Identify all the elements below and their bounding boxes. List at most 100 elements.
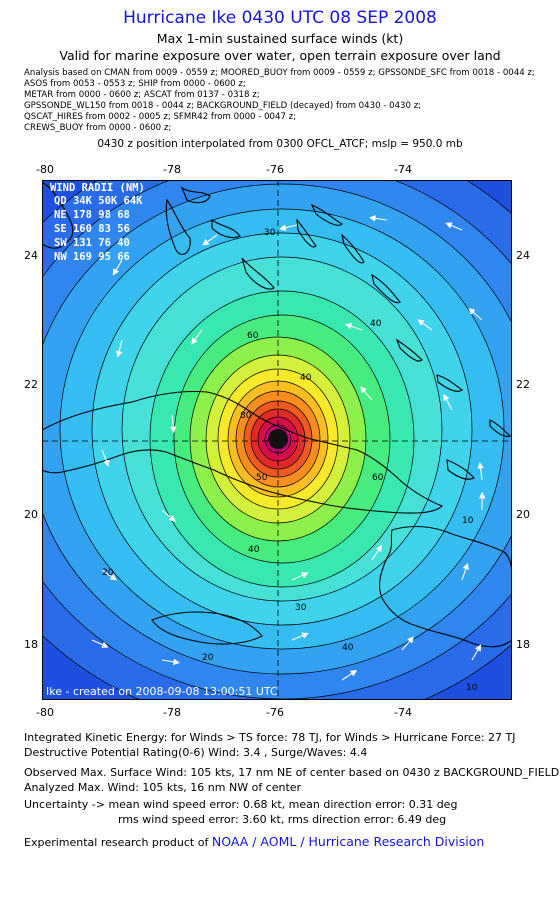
source-line: ASOS from 0053 - 0553 z; SHIP from 0000 …	[24, 79, 246, 89]
wind-vector-arrow	[191, 329, 203, 345]
wind-vector-arrow	[101, 449, 110, 467]
lon-tick-bottom: -76	[266, 706, 284, 719]
hrd-link[interactable]: NOAA / AOML / Hurricane Research Divisio…	[211, 834, 485, 849]
contour-label: 40	[300, 373, 312, 383]
lat-tick-left: 20	[24, 508, 38, 521]
bahamas-island	[180, 186, 211, 204]
wind-radii-row: SW 131 76 40	[54, 237, 130, 249]
subtitle-wind: Max 1-min sustained surface winds (kt)	[156, 31, 404, 46]
wind-vector-arrow	[461, 562, 469, 581]
contour-label: 60	[372, 473, 384, 483]
uncertainty-rms: rms wind speed error: 3.60 kt, rms direc…	[118, 813, 447, 826]
bahamas-island	[296, 218, 317, 248]
page-title: Hurricane Ike 0430 UTC 08 SEP 2008	[123, 8, 437, 28]
lat-tick-left: 22	[24, 378, 38, 391]
product-prefix: Experimental research product of	[24, 836, 209, 849]
contour-label: 10	[466, 683, 478, 693]
wind-vector-arrow	[279, 224, 298, 231]
wind-radii-row: SE 160 83 56	[54, 223, 130, 235]
wind-vector-arrow	[445, 222, 463, 231]
wind-vector-arrow	[477, 461, 484, 481]
contour-label: 60	[247, 331, 259, 341]
bahamas-island	[310, 203, 343, 226]
bahamas-island	[436, 374, 463, 392]
lon-tick-bottom: -80	[36, 706, 54, 719]
andros-island	[165, 198, 191, 255]
bahamas-island	[211, 218, 241, 239]
subtitle-exposure: Valid for marine exposure over water, op…	[59, 48, 501, 63]
wind-vector-arrow	[169, 414, 177, 434]
wind-vector-arrow	[401, 636, 414, 651]
wind-vector-arrow	[161, 509, 176, 522]
position-note: 0430 z position interpolated from 0300 O…	[97, 138, 463, 150]
contour-label: 40	[248, 545, 260, 555]
lat-tick-right: 22	[516, 378, 530, 391]
lon-tick-bottom: -78	[163, 706, 181, 719]
inagua-island	[446, 459, 475, 480]
wind-contours	[42, 180, 512, 700]
contour-label: 20	[202, 653, 214, 663]
wind-vectors	[91, 215, 486, 681]
wind-vector-arrow	[443, 393, 453, 411]
wind-vector-arrow	[344, 323, 363, 331]
wind-field-map[interactable]: 10 20 20 30 40 40 50 60 60 40 80 40 30 10 WIND RADII …	[42, 180, 512, 700]
lat-tick-left: 18	[24, 638, 38, 651]
destructive-rating: Destructive Potential Rating(0-6) Wind: …	[24, 746, 368, 759]
source-line: Analysis based on CMAN from 0009 - 0559 …	[24, 68, 535, 78]
wind-vector-arrow	[91, 639, 109, 648]
wind-vector-arrow	[341, 670, 358, 681]
wind-vector-arrow	[369, 215, 388, 222]
wind-vector-arrow	[371, 544, 383, 561]
source-line: GPSSONDE_WL150 from 0018 - 0044 z; BACKG…	[24, 101, 422, 111]
wind-vector-arrow	[101, 569, 117, 581]
turks-island	[489, 419, 512, 437]
bahamas-island	[341, 233, 365, 264]
wind-vector-arrow	[471, 644, 482, 661]
florida-coast	[42, 181, 74, 249]
hispaniola-coast	[379, 525, 512, 648]
wind-radii-header: QD 34K 50K 64K	[54, 195, 143, 207]
contour-label: 50	[256, 473, 268, 483]
hurricane-center-marker	[268, 429, 288, 449]
contour-labels: 10 20 20 30 40 40 50 60 60 40 80 40 30 10	[102, 228, 478, 693]
lat-tick-right: 20	[516, 508, 530, 521]
lon-tick-bottom: -74	[394, 706, 412, 719]
source-line: QSCAT_HIRES from 0002 - 0005 z; SFMR42 f…	[24, 112, 297, 122]
contour-label: 30	[295, 603, 307, 613]
cuba-coast	[42, 390, 443, 514]
wind-radii-row: NE 178 98 68	[54, 209, 130, 221]
wind-radii-row: NW 169 95 66	[54, 251, 130, 263]
lon-tick-top: -74	[394, 163, 412, 176]
map-credit: Ike - created on 2008-09-08 13:00:51 UTC	[46, 685, 278, 698]
contour-label: 30	[264, 228, 276, 238]
lat-tick-right: 18	[516, 638, 530, 651]
observed-max-wind: Observed Max. Surface Wind: 105 kts, 17 …	[24, 766, 560, 779]
analyzed-max-wind: Analyzed Max. Wind: 105 kts, 16 nm NW of…	[24, 781, 302, 794]
lon-tick-top: -76	[266, 163, 284, 176]
lat-tick-left: 24	[24, 249, 38, 262]
product-credit: Experimental research product of NOAA / …	[24, 834, 484, 849]
bahamas-island	[371, 273, 401, 304]
source-line: CREWS_BUOY from 0000 - 0600 z;	[24, 123, 172, 133]
wind-vector-arrow	[360, 386, 373, 401]
wind-vector-arrow	[202, 234, 218, 246]
map-frame	[42, 180, 512, 700]
lon-tick-top: -78	[163, 163, 181, 176]
contour-label: 20	[102, 568, 114, 578]
lat-tick-right: 24	[516, 249, 530, 262]
source-line: METAR from 0000 - 0600 z; ASCAT from 013…	[24, 90, 260, 100]
bahamas-island	[241, 257, 275, 290]
contour-label: 40	[342, 643, 354, 653]
jamaica-coast	[151, 611, 263, 645]
wind-vector-arrow	[116, 339, 123, 358]
ike-energy: Integrated Kinetic Energy: for Winds > T…	[24, 731, 516, 744]
wind-radii-table: WIND RADII (NM) QD 34K 50K 64K NE 178 98…	[50, 182, 145, 263]
wind-radii-title: WIND RADII (NM)	[50, 182, 145, 194]
bahamas-island	[395, 338, 423, 362]
wind-vector-arrow	[161, 658, 180, 666]
contour-label: 40	[370, 319, 382, 329]
wind-vector-arrow	[417, 319, 433, 331]
lon-tick-top: -80	[36, 163, 54, 176]
uncertainty-mean: Uncertainty -> mean wind speed error: 0.…	[24, 798, 458, 811]
contour-label: 10	[462, 516, 474, 526]
